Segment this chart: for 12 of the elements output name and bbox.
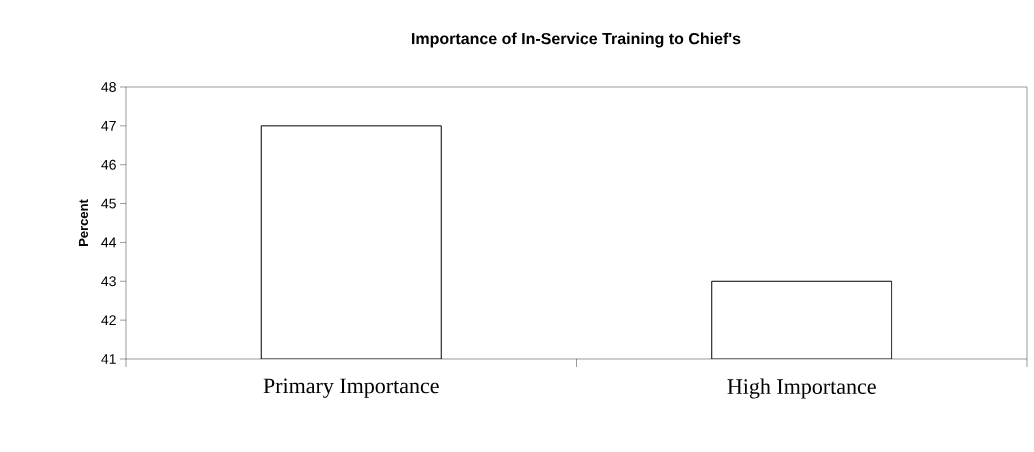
y-tick-label: 46 [101,159,116,170]
x-tick-label: Primary Importance [263,378,439,398]
y-tick-label: 42 [101,315,116,326]
y-tick-label: 44 [101,237,117,248]
y-tick-label: 48 [101,82,116,92]
chart-title: Importance of In-Service Training to Chief's [412,32,741,48]
y-tick-label: 47 [101,121,116,131]
y-tick-label: 43 [101,276,116,287]
y-tick-label: 41 [101,354,116,364]
y-tick-label: 45 [101,198,116,209]
y-axis-title: Percent [78,199,89,246]
x-tick-label: High Importance [727,378,876,399]
